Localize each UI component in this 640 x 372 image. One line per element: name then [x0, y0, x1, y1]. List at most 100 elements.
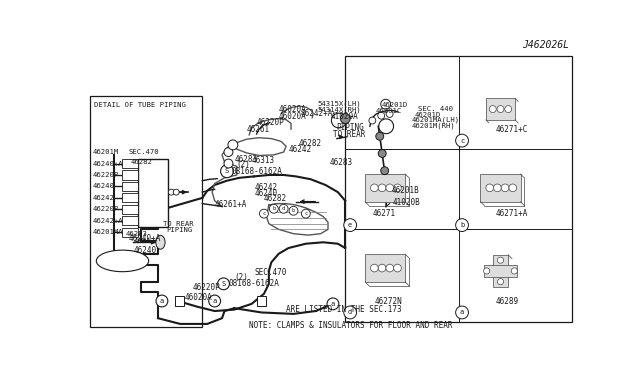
Circle shape: [209, 295, 221, 307]
Bar: [484, 265, 516, 277]
Bar: [122, 170, 138, 180]
Text: 41020B: 41020B: [393, 198, 420, 207]
Text: 46201D: 46201D: [381, 102, 408, 108]
Text: a: a: [212, 298, 217, 304]
Circle shape: [456, 306, 468, 319]
Text: c: c: [304, 211, 307, 216]
Circle shape: [221, 165, 234, 178]
Bar: [486, 98, 515, 120]
Circle shape: [497, 106, 504, 113]
Text: PIPING: PIPING: [336, 123, 364, 132]
Text: d: d: [282, 206, 285, 211]
Text: 46240+A: 46240+A: [129, 234, 161, 243]
Bar: [122, 205, 138, 214]
Text: 54315X(LH): 54315X(LH): [317, 101, 361, 108]
Bar: [345, 56, 572, 323]
Text: b: b: [272, 206, 275, 211]
Text: PIPING: PIPING: [166, 227, 193, 233]
Text: 46242: 46242: [255, 183, 278, 192]
Circle shape: [511, 268, 517, 274]
Text: 46240: 46240: [255, 189, 278, 198]
Circle shape: [259, 209, 268, 218]
Circle shape: [379, 119, 394, 134]
Text: 46282: 46282: [131, 159, 153, 165]
Circle shape: [386, 264, 394, 272]
Circle shape: [497, 279, 504, 285]
Text: 46240: 46240: [133, 246, 156, 255]
Circle shape: [378, 184, 386, 192]
Text: 46272N: 46272N: [375, 296, 403, 305]
Text: 46242: 46242: [92, 195, 115, 201]
Text: TO REAR: TO REAR: [163, 221, 193, 227]
Text: 46240+A: 46240+A: [92, 160, 123, 167]
Text: 46261: 46261: [246, 125, 270, 134]
Text: a: a: [460, 310, 464, 315]
Text: 46201M: 46201M: [92, 149, 118, 155]
Circle shape: [486, 184, 493, 192]
Text: 46313: 46313: [133, 238, 156, 244]
Circle shape: [456, 134, 468, 147]
Text: 46201MA(LH): 46201MA(LH): [412, 117, 460, 123]
Text: 54314X(RH): 54314X(RH): [317, 107, 361, 113]
Circle shape: [168, 189, 174, 195]
Circle shape: [381, 167, 388, 174]
Circle shape: [289, 206, 298, 215]
Text: 41020A: 41020A: [330, 112, 358, 121]
Text: c: c: [460, 138, 464, 144]
Bar: [481, 174, 520, 202]
Text: J462026L: J462026L: [522, 41, 570, 50]
Text: a: a: [160, 298, 164, 304]
Bar: [257, 296, 266, 306]
Circle shape: [371, 184, 378, 192]
Circle shape: [279, 204, 288, 213]
Bar: [365, 174, 405, 202]
Circle shape: [493, 184, 501, 192]
Text: 46271+C: 46271+C: [495, 125, 528, 134]
Text: (2): (2): [236, 160, 250, 169]
Circle shape: [369, 117, 376, 124]
Text: 46242+A: 46242+A: [301, 109, 333, 118]
Circle shape: [376, 132, 384, 140]
Circle shape: [386, 184, 394, 192]
Circle shape: [456, 219, 468, 231]
Text: S: S: [225, 168, 229, 174]
Text: a: a: [331, 301, 335, 307]
Text: SEC.470: SEC.470: [254, 268, 287, 277]
Bar: [122, 159, 138, 168]
Text: 46201MA: 46201MA: [92, 229, 123, 235]
Text: b: b: [292, 208, 295, 213]
Bar: [138, 159, 168, 227]
Text: e: e: [348, 222, 352, 228]
Circle shape: [269, 204, 278, 213]
Circle shape: [378, 264, 386, 272]
Text: 46283: 46283: [126, 231, 148, 237]
Bar: [365, 254, 405, 282]
Circle shape: [381, 99, 390, 109]
Text: 46271: 46271: [372, 209, 396, 218]
Bar: [122, 228, 138, 237]
Text: 08168-6162A: 08168-6162A: [232, 167, 283, 176]
Text: 46201M(RH): 46201M(RH): [412, 122, 456, 129]
Circle shape: [394, 184, 401, 192]
Text: NOTE: CLAMPS & INSULATORS FOR FLOOR AND REAR: NOTE: CLAMPS & INSULATORS FOR FLOOR AND …: [249, 321, 452, 330]
Text: 46201C: 46201C: [376, 108, 402, 114]
Circle shape: [340, 113, 350, 124]
Circle shape: [371, 264, 378, 272]
Text: 46313: 46313: [252, 156, 275, 165]
Bar: [122, 182, 138, 191]
Text: 46271+A: 46271+A: [495, 209, 528, 218]
Text: 46201B: 46201B: [392, 186, 420, 195]
Text: 46020A: 46020A: [279, 112, 307, 121]
Text: 46220P: 46220P: [92, 172, 118, 178]
Bar: [90, 96, 202, 327]
Bar: [175, 296, 184, 306]
Bar: [493, 255, 508, 287]
Circle shape: [218, 278, 230, 290]
Circle shape: [386, 110, 393, 118]
Text: 46020A: 46020A: [279, 105, 307, 115]
Circle shape: [344, 219, 356, 231]
Circle shape: [173, 189, 179, 195]
Text: S: S: [221, 281, 226, 287]
Text: 46220P: 46220P: [92, 206, 118, 212]
Circle shape: [327, 298, 339, 310]
